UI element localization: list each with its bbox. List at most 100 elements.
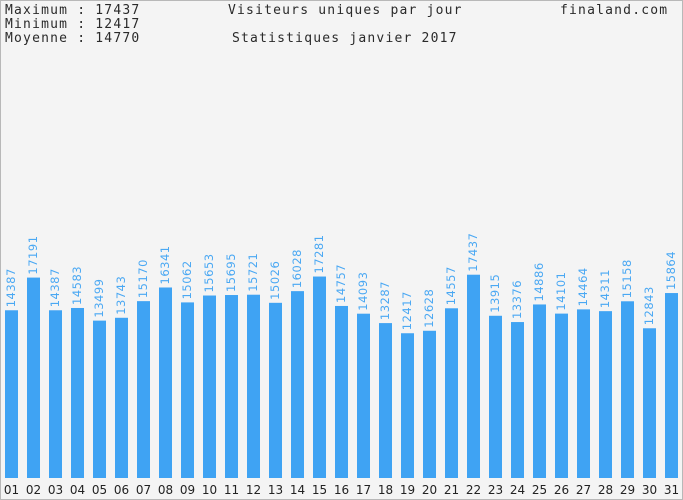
value-label-11: 15695 bbox=[224, 253, 238, 292]
stats-avg: Moyenne : 14770 bbox=[5, 31, 141, 46]
stats-min-label: Minimum bbox=[5, 17, 69, 32]
x-tick-label-27: 27 bbox=[576, 483, 591, 497]
site-name: finaland.com bbox=[560, 3, 669, 18]
x-tick-label-12: 12 bbox=[246, 483, 261, 497]
value-label-27: 14464 bbox=[576, 267, 590, 306]
stats-max: Maximum : 17437 bbox=[5, 3, 141, 18]
bar-15 bbox=[313, 276, 326, 478]
chart-title: Visiteurs uniques par jour bbox=[228, 3, 463, 18]
value-label-07: 15170 bbox=[136, 259, 150, 298]
x-tick-label-20: 20 bbox=[422, 483, 437, 497]
value-label-31: 15864 bbox=[664, 251, 678, 290]
value-label-08: 16341 bbox=[158, 245, 172, 284]
value-label-25: 14886 bbox=[532, 262, 546, 301]
bar-27 bbox=[577, 309, 590, 478]
value-label-18: 13287 bbox=[378, 281, 392, 320]
stats-avg-value: 14770 bbox=[95, 31, 141, 46]
bar-12 bbox=[247, 294, 260, 478]
bar-10 bbox=[203, 295, 216, 478]
bar-07 bbox=[137, 301, 150, 478]
value-label-21: 14557 bbox=[444, 266, 458, 305]
stats-max-label: Maximum bbox=[5, 3, 69, 18]
bar-01 bbox=[5, 310, 18, 478]
x-tick-label-06: 06 bbox=[114, 483, 129, 497]
value-label-26: 14101 bbox=[554, 272, 568, 311]
x-tick-label-14: 14 bbox=[290, 483, 305, 497]
bar-21 bbox=[445, 308, 458, 478]
value-label-12: 15721 bbox=[246, 253, 260, 292]
x-tick-label-25: 25 bbox=[532, 483, 547, 497]
value-label-28: 14311 bbox=[598, 269, 612, 308]
value-label-02: 17191 bbox=[26, 235, 40, 274]
bar-17 bbox=[357, 313, 370, 478]
value-label-03: 14387 bbox=[48, 268, 62, 307]
x-tick-label-02: 02 bbox=[26, 483, 41, 497]
bar-14 bbox=[291, 291, 304, 478]
value-label-29: 15158 bbox=[620, 259, 634, 298]
value-label-06: 13743 bbox=[114, 276, 128, 315]
x-tick-label-30: 30 bbox=[642, 483, 657, 497]
bar-18 bbox=[379, 323, 392, 478]
stats-max-value: 17437 bbox=[95, 3, 141, 18]
value-label-14: 16028 bbox=[290, 249, 304, 288]
bar-19 bbox=[401, 333, 414, 478]
value-label-24: 13376 bbox=[510, 280, 524, 319]
value-label-16: 14757 bbox=[334, 264, 348, 303]
value-label-22: 17437 bbox=[466, 233, 480, 272]
value-label-01: 14387 bbox=[4, 268, 18, 307]
bar-11 bbox=[225, 295, 238, 478]
x-tick-label-05: 05 bbox=[92, 483, 107, 497]
bar-25 bbox=[533, 304, 546, 478]
value-label-04: 14583 bbox=[70, 266, 84, 305]
bar-08 bbox=[159, 287, 172, 478]
bar-23 bbox=[489, 315, 502, 478]
value-label-15: 17281 bbox=[312, 234, 326, 273]
x-tick-label-01: 01 bbox=[4, 483, 19, 497]
chart-subtitle: Statistiques janvier 2017 bbox=[232, 31, 458, 46]
x-tick-label-24: 24 bbox=[510, 483, 525, 497]
x-tick-label-09: 09 bbox=[180, 483, 195, 497]
x-tick-label-26: 26 bbox=[554, 483, 569, 497]
x-tick-label-28: 28 bbox=[598, 483, 613, 497]
value-label-10: 15653 bbox=[202, 253, 216, 292]
bar-30 bbox=[643, 328, 656, 478]
value-label-23: 13915 bbox=[488, 274, 502, 313]
x-tick-label-17: 17 bbox=[356, 483, 371, 497]
value-label-19: 12417 bbox=[400, 291, 414, 330]
stats-avg-label: Moyenne bbox=[5, 31, 69, 46]
value-label-20: 12628 bbox=[422, 289, 436, 328]
value-label-05: 13499 bbox=[92, 279, 106, 318]
bar-02 bbox=[27, 277, 40, 478]
x-tick-label-18: 18 bbox=[378, 483, 393, 497]
x-tick-label-31: 31 bbox=[664, 483, 679, 497]
bar-24 bbox=[511, 322, 524, 478]
bar-26 bbox=[555, 313, 568, 478]
bar-05 bbox=[93, 320, 106, 478]
x-tick-label-03: 03 bbox=[48, 483, 63, 497]
x-tick-label-21: 21 bbox=[444, 483, 459, 497]
x-tick-label-22: 22 bbox=[466, 483, 481, 497]
x-tick-label-16: 16 bbox=[334, 483, 349, 497]
x-tick-label-15: 15 bbox=[312, 483, 327, 497]
x-tick-label-11: 11 bbox=[224, 483, 239, 497]
x-tick-label-23: 23 bbox=[488, 483, 503, 497]
value-label-13: 15026 bbox=[268, 261, 282, 300]
bar-04 bbox=[71, 307, 84, 478]
x-tick-label-29: 29 bbox=[620, 483, 635, 497]
x-tick-label-07: 07 bbox=[136, 483, 151, 497]
x-tick-label-08: 08 bbox=[158, 483, 173, 497]
x-tick-label-19: 19 bbox=[400, 483, 415, 497]
bar-31 bbox=[665, 293, 678, 478]
stats-min: Minimum : 12417 bbox=[5, 17, 141, 32]
bar-22 bbox=[467, 274, 480, 478]
bar-09 bbox=[181, 302, 194, 478]
bar-16 bbox=[335, 305, 348, 478]
value-label-30: 12843 bbox=[642, 286, 656, 325]
stats-min-value: 12417 bbox=[95, 17, 141, 32]
value-label-09: 15062 bbox=[180, 260, 194, 299]
value-label-17: 14093 bbox=[356, 272, 370, 311]
bar-28 bbox=[599, 311, 612, 478]
bar-20 bbox=[423, 330, 436, 478]
bar-29 bbox=[621, 301, 634, 478]
